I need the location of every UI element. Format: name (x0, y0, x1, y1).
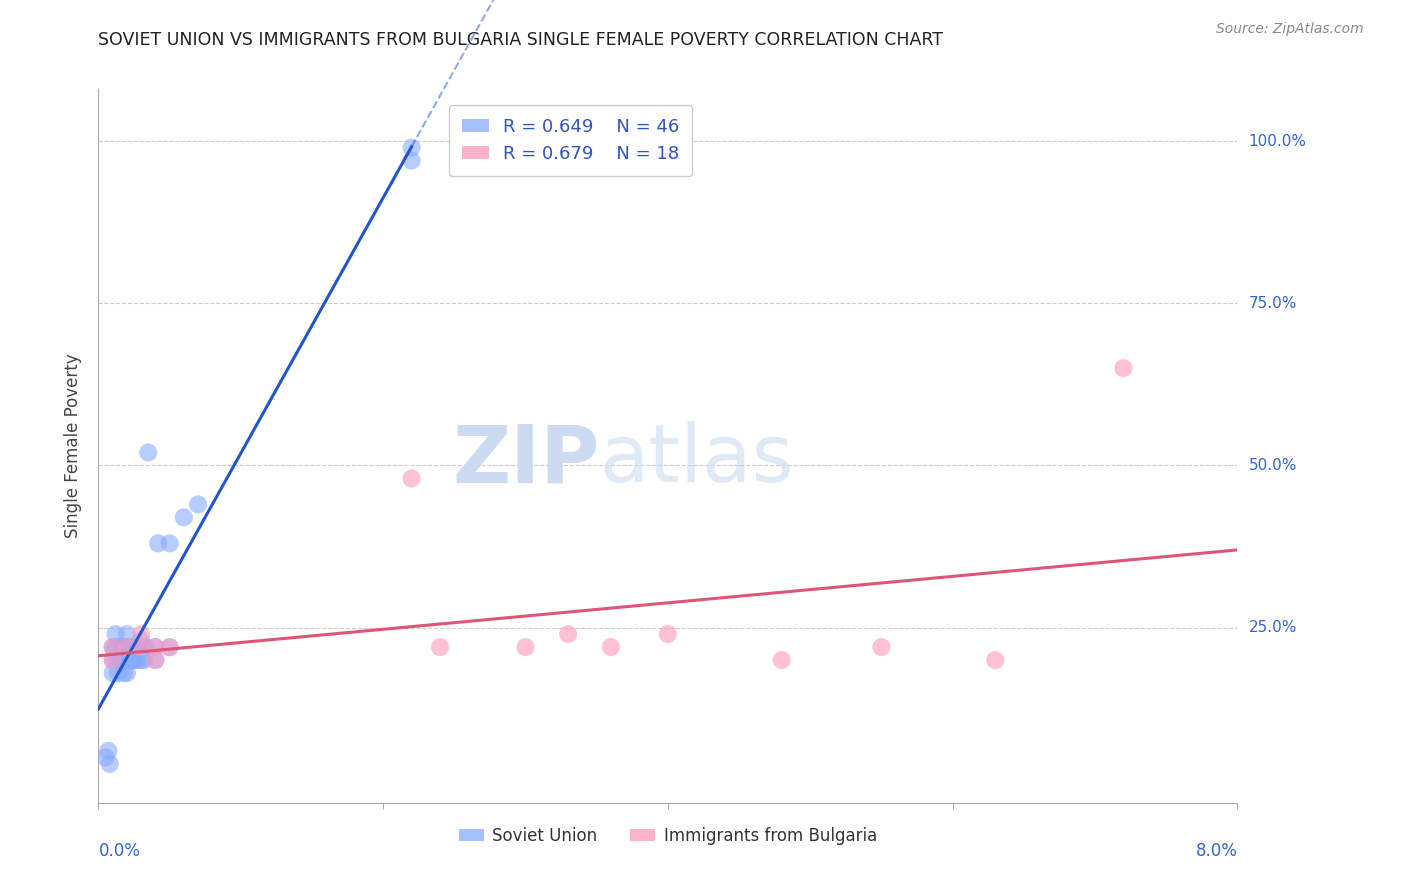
Text: 25.0%: 25.0% (1249, 620, 1296, 635)
Text: 50.0%: 50.0% (1249, 458, 1296, 473)
Point (159, 640, 181, 654)
Point (125, 653, 148, 667)
Point (557, 627, 579, 641)
Point (401, 153, 423, 168)
Point (111, 640, 134, 654)
Point (104, 627, 127, 641)
Point (101, 653, 124, 667)
Point (145, 640, 167, 654)
Text: Source: ZipAtlas.com: Source: ZipAtlas.com (1216, 22, 1364, 37)
Text: 100.0%: 100.0% (1249, 134, 1306, 149)
Point (136, 445, 159, 459)
Point (98, 756, 121, 771)
Point (115, 666, 138, 681)
Point (770, 653, 793, 667)
Point (118, 653, 141, 667)
Point (121, 653, 143, 667)
Point (101, 640, 124, 654)
Point (115, 653, 138, 667)
Point (115, 647, 138, 661)
Point (122, 653, 145, 667)
Text: atlas: atlas (599, 421, 794, 500)
Point (108, 640, 131, 654)
Point (97, 744, 120, 758)
Point (429, 640, 451, 654)
Point (159, 640, 181, 654)
Point (134, 640, 156, 654)
Point (129, 640, 152, 654)
Point (401, 140, 423, 154)
Point (159, 536, 181, 550)
Legend: Soviet Union, Immigrants from Bulgaria: Soviet Union, Immigrants from Bulgaria (451, 821, 884, 852)
Point (115, 640, 138, 654)
Point (112, 653, 135, 667)
Point (115, 627, 138, 641)
Point (145, 653, 167, 667)
Point (515, 640, 537, 654)
Point (107, 666, 129, 681)
Point (129, 627, 152, 641)
Point (105, 653, 128, 667)
Point (129, 640, 152, 654)
Text: 8.0%: 8.0% (1195, 842, 1237, 860)
Text: SOVIET UNION VS IMMIGRANTS FROM BULGARIA SINGLE FEMALE POVERTY CORRELATION CHART: SOVIET UNION VS IMMIGRANTS FROM BULGARIA… (98, 31, 943, 49)
Point (600, 640, 623, 654)
Point (104, 640, 127, 654)
Point (129, 633, 152, 648)
Y-axis label: Single Female Poverty: Single Female Poverty (65, 354, 83, 538)
Point (132, 653, 155, 667)
Text: 75.0%: 75.0% (1249, 296, 1296, 310)
Point (101, 666, 124, 681)
Point (401, 471, 423, 485)
Point (101, 640, 124, 654)
Point (110, 653, 132, 667)
Point (129, 653, 152, 667)
Text: 0.0%: 0.0% (98, 842, 141, 860)
Point (145, 640, 167, 654)
Point (173, 510, 195, 524)
Point (94, 750, 117, 764)
Point (870, 640, 893, 654)
Point (112, 666, 135, 681)
Point (108, 653, 131, 667)
Point (129, 640, 152, 654)
Point (984, 653, 1007, 667)
Point (148, 536, 170, 550)
Point (187, 497, 209, 511)
Point (114, 640, 136, 654)
Point (145, 653, 167, 667)
Point (115, 640, 138, 654)
Point (1112, 361, 1135, 376)
Point (122, 640, 145, 654)
Point (657, 627, 679, 641)
Point (101, 653, 124, 667)
Text: ZIP: ZIP (453, 421, 599, 500)
Point (124, 647, 146, 661)
Point (120, 640, 142, 654)
Point (129, 640, 152, 654)
